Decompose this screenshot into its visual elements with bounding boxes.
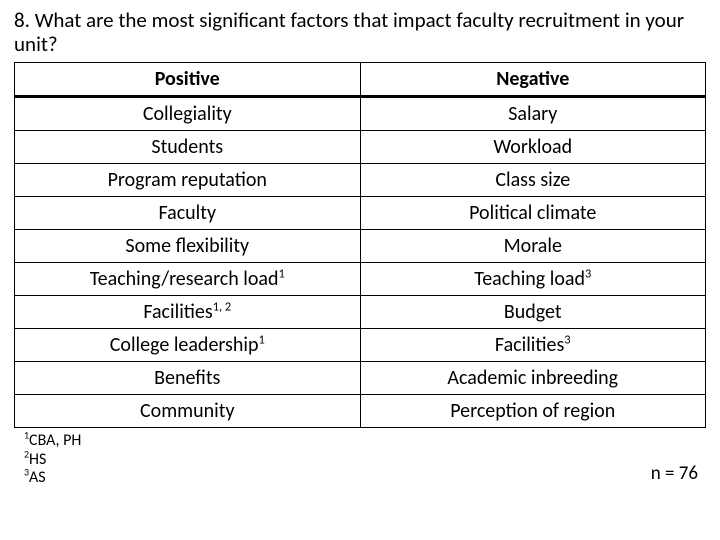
- question-text: 8. What are the most significant factors…: [14, 8, 706, 56]
- cell-negative: Salary: [360, 97, 706, 131]
- cell-positive: Faculty: [15, 197, 361, 230]
- cell-negative: Workload: [360, 131, 706, 164]
- header-negative: Negative: [360, 63, 706, 97]
- table-row: FacultyPolitical climate: [15, 197, 706, 230]
- cell-negative: Teaching load3: [360, 263, 706, 296]
- cell-positive: Collegiality: [15, 97, 361, 131]
- cell-positive: Facilities1, 2: [15, 296, 361, 329]
- table-row: CommunityPerception of region: [15, 395, 706, 428]
- footnote: 2HS: [24, 451, 81, 469]
- footnote: 1CBA, PH: [24, 432, 81, 450]
- cell-positive: Students: [15, 131, 361, 164]
- table-row: BenefitsAcademic inbreeding: [15, 362, 706, 395]
- cell-positive: Some flexibility: [15, 230, 361, 263]
- footnotes: 1CBA, PH2HS3AS: [24, 432, 81, 487]
- cell-negative: Facilities3: [360, 329, 706, 362]
- table-row: Teaching/research load1Teaching load3: [15, 263, 706, 296]
- table-row: StudentsWorkload: [15, 131, 706, 164]
- footnote: 3AS: [24, 469, 81, 487]
- cell-negative: Budget: [360, 296, 706, 329]
- cell-positive: Program reputation: [15, 164, 361, 197]
- table-row: CollegialitySalary: [15, 97, 706, 131]
- cell-positive: Community: [15, 395, 361, 428]
- cell-negative: Academic inbreeding: [360, 362, 706, 395]
- n-value: n = 76: [651, 462, 698, 487]
- table-row: Facilities1, 2Budget: [15, 296, 706, 329]
- table-row: Program reputationClass size: [15, 164, 706, 197]
- table-row: Some flexibilityMorale: [15, 230, 706, 263]
- header-positive: Positive: [15, 63, 361, 97]
- cell-positive: Teaching/research load1: [15, 263, 361, 296]
- cell-positive: College leadership1: [15, 329, 361, 362]
- cell-positive: Benefits: [15, 362, 361, 395]
- cell-negative: Class size: [360, 164, 706, 197]
- cell-negative: Morale: [360, 230, 706, 263]
- cell-negative: Perception of region: [360, 395, 706, 428]
- table-row: College leadership1Facilities3: [15, 329, 706, 362]
- cell-negative: Political climate: [360, 197, 706, 230]
- factors-table: Positive Negative CollegialitySalaryStud…: [14, 62, 706, 428]
